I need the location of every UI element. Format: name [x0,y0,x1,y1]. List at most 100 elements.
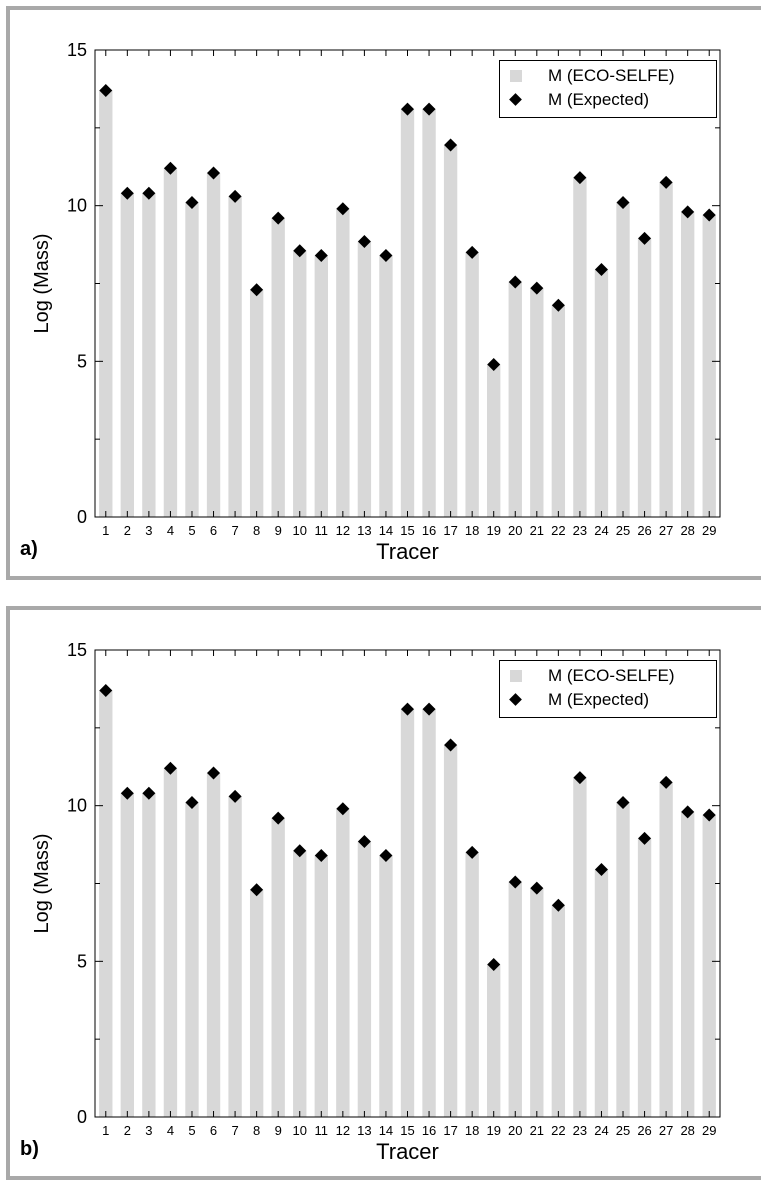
x-tick-label: 15 [400,523,414,538]
data-point [163,761,177,775]
data-point [250,883,264,897]
x-tick-label: 14 [379,523,393,538]
data-point [379,248,393,262]
x-tick-label: 2 [124,1123,131,1138]
bar [163,768,178,1117]
data-point [422,702,436,716]
bar [443,744,458,1117]
x-tick-label: 26 [637,1123,651,1138]
bar [551,305,566,517]
bar [228,196,242,517]
data-point [702,208,716,222]
bar [400,109,415,518]
legend-item-markers: M (Expected) [510,688,649,712]
data-point [207,766,221,780]
data-point [444,738,458,752]
bar [400,709,415,1117]
data-point [422,102,436,116]
bar [616,802,630,1117]
data-point [293,244,307,258]
panel-frame [6,606,761,1180]
bar [314,855,328,1117]
x-tick-label: 29 [702,1123,716,1138]
x-tick-label: 8 [253,1123,260,1138]
legend-item-bars: M (ECO-SELFE) [510,64,675,88]
data-point [120,186,134,200]
x-tick-label: 14 [379,1123,393,1138]
x-tick-label: 15 [400,1123,414,1138]
x-tick-label: 5 [188,523,195,538]
data-point [336,202,350,216]
x-tick-label: 24 [594,1123,608,1138]
data-point [401,702,414,716]
bar [120,793,135,1117]
y-axis-label: Log (Mass) [31,233,53,333]
bar [163,168,178,517]
x-tick-label: 6 [210,523,217,538]
chart-panel-a: 0 5 10 15 1 2 3 4 5 6 7 8 9 10 11 12 13 14 15 16 17 18 19 20 21 2… [0,0,761,580]
panel-frame [6,6,761,580]
x-tick-label: 11 [315,1123,329,1138]
y-axis-label: Log (Mass) [31,833,53,933]
x-tick-label: 26 [637,523,651,538]
bar [573,177,587,517]
x-axis-label: Tracer [376,1139,439,1164]
data-point [185,196,199,210]
bar [185,202,199,517]
x-tick-label: 12 [336,523,350,538]
x-tick-label: 21 [530,1123,544,1138]
x-tick-label: 4 [167,523,174,538]
data-point [551,298,565,312]
x-tick-label: 20 [508,523,522,538]
data-point [465,845,479,859]
bar [659,782,673,1117]
x-tick-label: 25 [616,523,630,538]
bar [680,211,695,518]
y-tick-label: 0 [77,1107,87,1127]
data-point [142,186,156,200]
data-point [401,102,414,116]
data-point [444,138,458,152]
x-tick-label: 8 [253,523,260,538]
bar [271,218,285,517]
x-tick-label: 21 [530,523,544,538]
bar [249,289,264,517]
bar [702,815,716,1117]
x-tick-label: 28 [680,523,694,538]
x-tick-label: 10 [293,1123,307,1138]
y-tick-label: 0 [77,507,87,527]
bar [680,811,695,1117]
data-point [228,789,242,803]
bar [379,255,393,518]
bar [357,241,372,517]
bar [616,202,630,517]
bar [228,796,242,1117]
x-tick-label: 16 [422,1123,436,1138]
data-point [659,175,673,189]
bar [422,109,436,518]
bar [465,252,479,517]
bar [271,818,285,1117]
x-tick-label: 25 [616,1123,630,1138]
x-tick-label: 27 [659,1123,673,1138]
data-point [573,771,587,785]
panel-label: a) [20,538,38,560]
data-point [379,848,393,862]
data-point [530,281,544,295]
chart-panel-b: 0 5 10 15 1 2 3 4 5 6 7 8 9 10 11 12 13 14 15 16 17 18 19 20 21 2… [0,600,761,1180]
data-point [508,875,522,889]
y-tick-label: 10 [67,796,87,816]
x-tick-label: 13 [357,523,371,538]
x-tick-label: 19 [486,1123,500,1138]
bar [206,772,221,1117]
bar [99,90,113,518]
data-point [293,844,307,858]
y-tick-label: 15 [67,640,87,660]
y-tick-label: 10 [67,196,87,216]
bar [249,889,264,1117]
data-point [99,683,113,697]
bar-swatch-icon [510,670,522,682]
bar [142,793,156,1117]
bar [336,208,350,517]
